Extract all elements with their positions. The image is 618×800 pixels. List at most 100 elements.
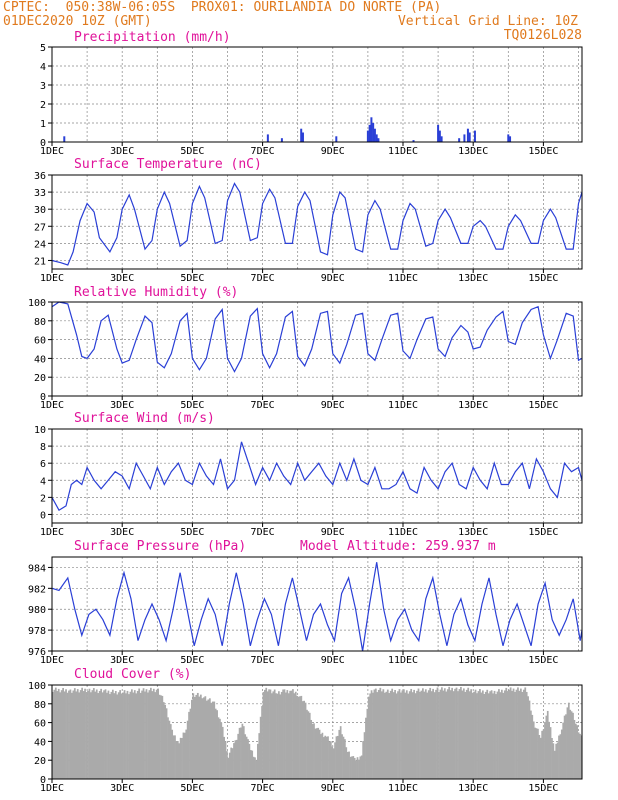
cloud-cover-bar <box>337 735 339 779</box>
cloud-cover-bar <box>133 690 136 779</box>
x-tick-label: 5DEC <box>180 527 204 538</box>
x-tick-label: 7DEC <box>251 400 275 411</box>
cloud-cover-bar <box>147 692 149 779</box>
cloud-cover-bar <box>506 691 509 779</box>
cloud-cover-bar <box>100 688 103 779</box>
cloud-cover-bar <box>423 691 426 779</box>
cloud-cover-bar <box>464 691 467 779</box>
x-tick-label: 1DEC <box>40 273 64 284</box>
precipitation-bar <box>266 134 269 142</box>
cloud-cover-bar <box>449 690 452 779</box>
cloud-cover-bar <box>376 692 379 779</box>
cloud-cover-bar <box>345 747 348 779</box>
cloud-cover-bar <box>492 693 494 779</box>
cloud-cover-bar <box>328 741 331 779</box>
cloud-cover-bar <box>303 700 306 779</box>
panel-title: Precipitation (mm/h) <box>74 30 231 45</box>
y-tick-label: 5 <box>40 43 46 54</box>
x-tick-label: 9DEC <box>321 273 345 284</box>
precipitation-bar <box>466 128 469 142</box>
cloud-cover-bar <box>63 691 66 779</box>
cloud-cover-bar <box>157 688 160 779</box>
cloud-cover-bar <box>519 688 522 779</box>
cloud-cover-bar <box>546 710 549 779</box>
cloud-cover-bar <box>88 688 91 779</box>
cloud-cover-bar <box>148 690 151 779</box>
cloud-cover-bar <box>256 743 259 779</box>
cloud-cover-bar <box>379 687 382 779</box>
y-tick-label: 984 <box>28 563 46 574</box>
x-tick-label: 7DEC <box>251 273 275 284</box>
cloud-cover-bar <box>314 728 317 779</box>
cloud-cover-bar <box>271 693 273 779</box>
cloud-cover-bar <box>474 689 477 779</box>
cloud-cover-bar <box>73 688 76 779</box>
cloud-cover-bar <box>486 689 489 779</box>
cloud-cover-bar <box>138 688 141 779</box>
cloud-cover-bar <box>503 690 506 779</box>
cloud-cover-bar <box>237 733 240 779</box>
cloud-cover-bar <box>509 687 512 779</box>
cloud-cover-bar <box>565 714 567 779</box>
cloud-cover-bar <box>410 688 413 779</box>
cloud-cover-bar <box>353 757 356 779</box>
y-tick-label: 100 <box>28 681 46 692</box>
cloud-cover-bar <box>508 689 511 779</box>
x-tick-label: 5DEC <box>180 273 204 284</box>
x-tick-label: 5DEC <box>180 400 204 411</box>
cloud-cover-bar <box>160 695 162 779</box>
cloud-cover-bar <box>233 743 235 779</box>
precipitation-bar <box>473 130 476 142</box>
cloud-cover-bar <box>76 689 79 779</box>
cloud-cover-bar <box>192 693 195 779</box>
cloud-cover-bar <box>224 741 227 779</box>
cloud-cover-bar <box>241 723 244 779</box>
cloud-cover-bar <box>54 687 57 779</box>
cloud-cover-bar <box>110 691 113 779</box>
cloud-cover-bar <box>228 752 231 779</box>
cloud-cover-bar <box>176 741 179 779</box>
panel-2: 0 20 40 60 80 100 1DEC 3DEC 5DEC 7DEC 9DEC 11DEC 13D… <box>28 285 583 411</box>
x-tick-label: 11DEC <box>388 146 418 157</box>
y-tick-label: 60 <box>34 336 46 347</box>
cloud-cover-bar <box>545 715 548 779</box>
cloud-cover-bar <box>185 729 188 779</box>
series-line <box>51 562 583 652</box>
cloud-cover-bar <box>462 688 465 779</box>
panel-0: 0 1 2 3 4 5 1DEC 3DEC 5DEC 7DEC 9DEC 11DEC 13DEC 15DE… <box>40 30 583 157</box>
cloud-cover-bar <box>248 743 251 779</box>
cloud-cover-bar <box>259 716 262 779</box>
cloud-cover-bar <box>477 691 480 779</box>
cloud-cover-bar <box>562 722 565 779</box>
x-tick-label: 15DEC <box>528 400 558 411</box>
cloud-cover-bar <box>174 735 176 779</box>
cloud-cover-bar <box>458 689 461 779</box>
cloud-cover-bar <box>296 695 298 779</box>
cloud-cover-bar <box>158 694 161 779</box>
cloud-cover-bar <box>130 689 133 779</box>
cloud-cover-bar <box>505 687 508 779</box>
x-tick-label: 3DEC <box>110 273 134 284</box>
cloud-cover-bar <box>262 691 265 779</box>
cloud-cover-bar <box>313 723 315 779</box>
precipitation-bar <box>377 138 380 142</box>
cloud-cover-bar <box>498 689 500 779</box>
cloud-cover-bar <box>90 692 92 779</box>
cloud-cover-bar <box>401 690 404 779</box>
y-tick-label: 20 <box>34 373 46 384</box>
cloud-cover-bar <box>566 707 569 779</box>
cloud-cover-bar <box>461 690 464 779</box>
cloud-cover-bar <box>383 692 386 779</box>
cloud-cover-bar <box>149 687 152 779</box>
cloud-cover-bar <box>548 721 551 779</box>
cloud-cover-bar <box>164 704 167 779</box>
cloud-cover-bar <box>495 694 497 779</box>
panel-frame <box>51 556 583 652</box>
header-station-line: CPTEC: 050:38W-06:05S PROX01: OURILANDIA… <box>3 0 442 15</box>
cloud-cover-bar <box>471 692 474 779</box>
x-tick-label: 1DEC <box>40 783 64 794</box>
cloud-cover-bar <box>539 737 542 779</box>
cloud-cover-bar <box>234 740 237 779</box>
y-tick-label: 1 <box>40 119 46 130</box>
y-tick-label: 0 <box>40 510 46 521</box>
